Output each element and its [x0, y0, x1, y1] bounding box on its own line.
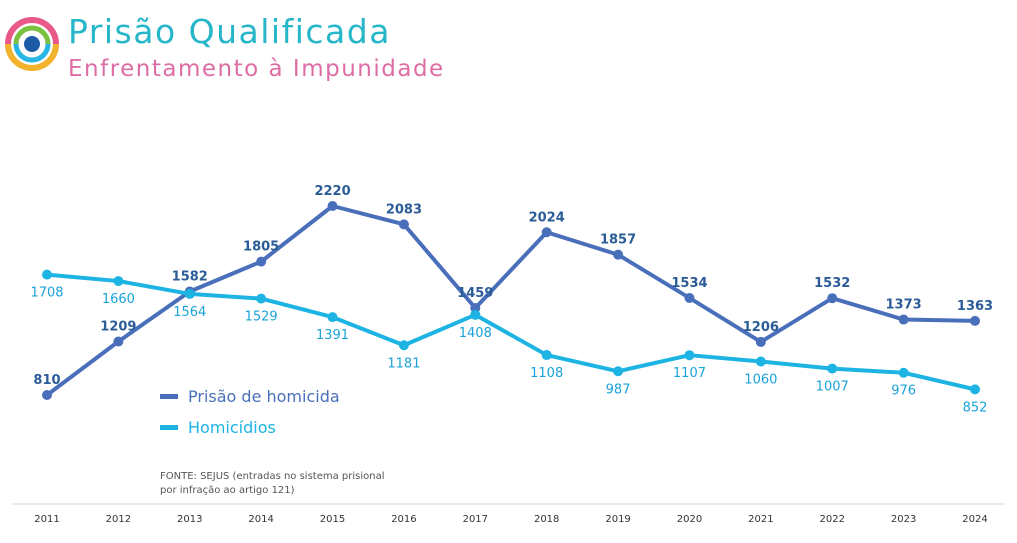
data-point: [970, 384, 980, 395]
data-point: [827, 363, 838, 374]
data-label: 1209: [100, 320, 136, 335]
x-tick-label: 2020: [677, 514, 702, 525]
data-label: 976: [891, 384, 916, 399]
data-point: [613, 366, 624, 377]
legend-label-prisao: Prisão de homicida: [188, 387, 340, 406]
data-point: [827, 293, 838, 304]
series-layer: 810 1209 1582 1805 2220 2083 1459 2024 1857 1534 1…: [30, 184, 993, 415]
legend-item-prisao: Prisão de homicida: [160, 387, 340, 406]
x-tick-label: 2012: [106, 514, 131, 525]
data-label: 1857: [600, 233, 636, 248]
data-point: [684, 350, 695, 361]
x-tick-label: 2016: [391, 514, 416, 525]
data-label: 2024: [529, 210, 565, 225]
data-point: [184, 288, 195, 299]
x-tick-label: 2018: [534, 514, 559, 525]
x-tick-label: 2023: [891, 514, 916, 525]
data-label: 810: [33, 373, 60, 388]
data-label: 1107: [673, 366, 706, 381]
source-note: FONTE: SEJUS (entradas no sistema prisio…: [160, 471, 385, 496]
data-label: 1408: [459, 326, 492, 341]
data-label: 2220: [314, 184, 350, 199]
data-point: [898, 367, 909, 378]
data-label: 1060: [744, 372, 777, 387]
page-subtitle: Enfrentamento à Impunidade: [68, 56, 445, 82]
data-point: [755, 356, 766, 367]
data-label: 1534: [671, 276, 707, 291]
page-title: Prisão Qualificada: [68, 12, 391, 51]
data-label: 1007: [816, 380, 849, 395]
x-tick-label: 2015: [320, 514, 345, 525]
data-label: 852: [963, 400, 988, 415]
data-label: 1708: [30, 286, 63, 301]
data-label: 1805: [243, 240, 279, 255]
series-line-2: [46, 272, 976, 392]
legend-swatch-prisao: [160, 394, 178, 399]
data-point: [613, 249, 624, 260]
data-point: [256, 256, 267, 267]
data-label: 1181: [387, 356, 420, 371]
data-label: 1459: [457, 286, 493, 301]
data-label: 1108: [530, 366, 563, 381]
data-point: [684, 292, 695, 303]
data-point: [42, 269, 52, 280]
data-label: 1532: [814, 276, 850, 291]
data-point: [113, 336, 124, 347]
x-tick-label: 2022: [820, 514, 845, 525]
data-label: 1373: [886, 298, 922, 313]
x-tick-label: 2017: [463, 514, 488, 525]
data-label: 1363: [957, 299, 993, 314]
x-axis: 2011 2012 2013 2014 2015 2016 2017 2018 2019 2020…: [12, 503, 1005, 525]
data-point: [113, 276, 124, 287]
data-point: [327, 201, 338, 211]
data-label: 1391: [316, 328, 349, 343]
data-label: 987: [606, 382, 631, 397]
data-point: [755, 336, 766, 347]
series-line-1: [45, 204, 976, 397]
data-point: [898, 314, 909, 325]
data-label: 1660: [102, 292, 135, 307]
data-point: [398, 340, 409, 351]
legend-swatch-homicidios: [160, 425, 178, 430]
legend-item-homicidios: Homicídios: [160, 418, 276, 437]
data-point: [541, 227, 552, 238]
data-label: 1564: [173, 305, 206, 320]
data-point: [398, 219, 409, 230]
x-tick-label: 2011: [34, 514, 59, 525]
data-point: [541, 350, 552, 361]
data-label: 2083: [386, 202, 422, 217]
x-tick-label: 2024: [962, 514, 987, 525]
data-label: 1206: [743, 320, 779, 335]
x-tick-label: 2019: [605, 514, 630, 525]
data-point: [327, 312, 338, 323]
data-point: [970, 315, 980, 326]
x-tick-label: 2014: [248, 514, 273, 525]
data-label: 1582: [172, 270, 208, 285]
data-point: [256, 293, 267, 304]
x-tick-label: 2013: [177, 514, 202, 525]
data-point: [470, 309, 481, 320]
legend-label-homicidios: Homicídios: [188, 418, 276, 437]
logo: [5, 17, 59, 71]
x-tick-label: 2021: [748, 514, 773, 525]
data-point: [42, 390, 52, 400]
data-label: 1529: [245, 310, 278, 325]
data-point: [470, 303, 481, 314]
